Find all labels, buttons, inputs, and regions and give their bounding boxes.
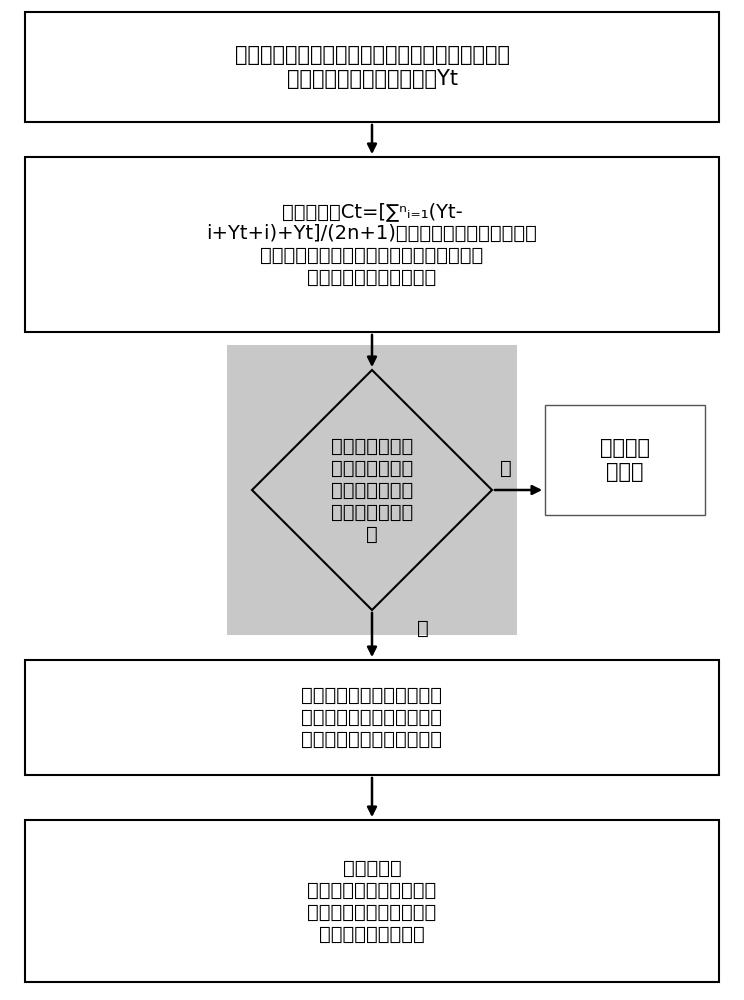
Text: 通过冷泉观测装置在若干个连续的时间点中获取海
水甲烷浓度，并依次标记为Yt: 通过冷泉观测装置在若干个连续的时间点中获取海 水甲烷浓度，并依次标记为Yt bbox=[234, 45, 510, 89]
Text: 标记成有效数据，并将有效
数据进行算术平均，以获得
第二海水甲烷浓度时间序列: 标记成有效数据，并将有效 数据进行算术平均，以获得 第二海水甲烷浓度时间序列 bbox=[301, 686, 443, 749]
Bar bbox=[545, 405, 705, 515]
Polygon shape bbox=[252, 370, 492, 610]
Bar bbox=[25, 660, 719, 775]
Bar bbox=[25, 12, 719, 122]
Text: 否: 否 bbox=[500, 458, 512, 478]
Text: 对第二海水
甲烷浓度时间序列进行滑
动平均处理，形成第三海
水甲烷浓度时间序列: 对第二海水 甲烷浓度时间序列进行滑 动平均处理，形成第三海 水甲烷浓度时间序列 bbox=[307, 858, 437, 944]
Text: 是: 是 bbox=[417, 618, 429, 638]
Bar bbox=[227, 345, 517, 635]
Text: 标记为无
效数据: 标记为无 效数据 bbox=[600, 438, 650, 482]
Text: 判断第一海水甲
烷浓度时间序列
是否在对应型号
甲烷传感器量程
内: 判断第一海水甲 烷浓度时间序列 是否在对应型号 甲烷传感器量程 内 bbox=[331, 436, 413, 544]
Text: 通过公式：Ct=[∑ⁿᵢ₌₁(Yt-
i+Yt+i)+Yt]/(2n+1)，对冷泉观测装置获取到的
海水甲烷浓度进行滑动平均处理，以获得第
一海水甲烷浓度时间序: 通过公式：Ct=[∑ⁿᵢ₌₁(Yt- i+Yt+i)+Yt]/(2n+1)，对冷… bbox=[207, 202, 537, 287]
Bar bbox=[25, 157, 719, 332]
Bar bbox=[25, 820, 719, 982]
